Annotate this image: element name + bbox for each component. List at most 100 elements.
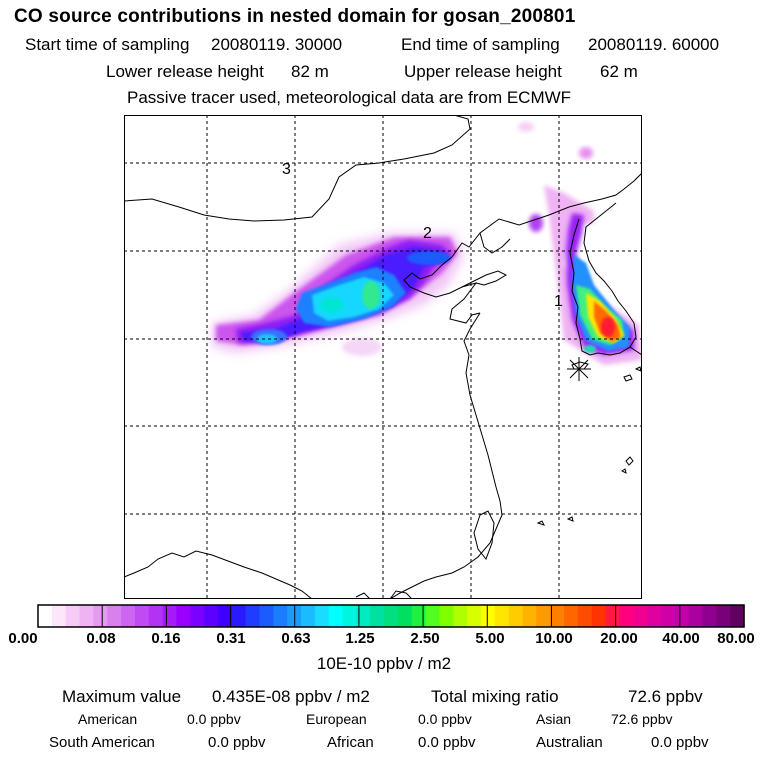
islet-6 bbox=[566, 516, 574, 522]
max-value: 0.435E-08 ppbv / m2 bbox=[212, 687, 370, 706]
asterisk-icon bbox=[567, 357, 591, 381]
island-hainan bbox=[389, 590, 413, 599]
total-mixing-label: Total mixing ratio bbox=[431, 687, 559, 706]
grid-lines bbox=[124, 115, 642, 599]
african-label: African bbox=[327, 734, 374, 751]
colorbar-swatch bbox=[411, 605, 427, 627]
colorbar-swatch bbox=[370, 605, 385, 627]
colorbar-label-5: 1.25 bbox=[345, 630, 375, 647]
colorbar-swatch bbox=[259, 605, 274, 627]
colorbar-label-2: 0.16 bbox=[151, 630, 181, 647]
upper-height-value: 62 m bbox=[600, 62, 638, 81]
colorbar-label-1: 0.08 bbox=[86, 630, 116, 647]
colorbar-swatch bbox=[550, 605, 565, 627]
colorbar-swatch bbox=[79, 605, 94, 627]
colorbar-swatch bbox=[564, 605, 579, 627]
colorbar-swatch bbox=[273, 605, 288, 627]
lower-height-value: 82 m bbox=[291, 62, 329, 81]
african-value: 0.0 ppbv bbox=[418, 734, 476, 751]
tracer-note: Passive tracer used, meteorological data… bbox=[127, 88, 572, 107]
colorbar-swatch bbox=[522, 605, 537, 627]
american-label: American bbox=[78, 711, 138, 727]
colorbar-swatch bbox=[356, 605, 371, 627]
colorbar-swatch bbox=[38, 605, 53, 627]
european-label: European bbox=[306, 711, 367, 727]
australian-value: 0.0 ppbv bbox=[651, 734, 709, 751]
colorbar-swatch bbox=[730, 605, 745, 627]
colorbar-label-8: 10.00 bbox=[535, 630, 573, 647]
total-mixing-value: 72.6 ppbv bbox=[628, 687, 703, 706]
american-value: 0.0 ppbv bbox=[187, 711, 241, 727]
colorbar-swatch bbox=[480, 605, 496, 627]
colorbar-swatch bbox=[605, 605, 621, 627]
border-mongolia bbox=[124, 115, 471, 222]
coast-korea-east bbox=[568, 172, 642, 208]
colorbar-swatch bbox=[231, 605, 247, 627]
colorbar-swatch bbox=[93, 605, 108, 627]
colorbar-swatch bbox=[134, 605, 150, 627]
colorbar-swatch bbox=[716, 605, 731, 627]
colorbar-swatch bbox=[51, 605, 67, 627]
colorbar-swatch bbox=[633, 605, 648, 627]
colorbar-swatch bbox=[467, 605, 482, 627]
colorbar-swatch bbox=[674, 605, 690, 627]
islet-5 bbox=[536, 520, 545, 526]
map-frame bbox=[124, 115, 642, 599]
coast-liaodong bbox=[479, 232, 511, 254]
colorbar-swatch bbox=[647, 605, 662, 627]
south-american-value: 0.0 ppbv bbox=[208, 734, 266, 751]
colorbar-swatch bbox=[397, 605, 413, 627]
asian-label: Asian bbox=[536, 711, 572, 727]
coast-shandong bbox=[461, 270, 508, 288]
south-american-label: South American bbox=[49, 734, 155, 751]
start-time-value: 20080119. 30000 bbox=[211, 35, 343, 54]
coastlines bbox=[124, 115, 642, 599]
coast-korea-west bbox=[569, 218, 599, 356]
plume-korea bbox=[518, 122, 642, 365]
border-korea bbox=[451, 206, 570, 258]
colorbar-swatch bbox=[494, 605, 510, 627]
colorbar-swatch bbox=[591, 605, 607, 627]
colorbar-swatch bbox=[425, 605, 441, 627]
coast-korea-south bbox=[583, 202, 637, 356]
colorbar-swatch bbox=[245, 605, 261, 627]
colorbar-swatch bbox=[619, 605, 634, 627]
islet-2 bbox=[634, 366, 642, 372]
island-taiwan bbox=[473, 510, 495, 560]
start-time-label: Start time of sampling bbox=[25, 35, 190, 54]
end-time-value: 20080119. 60000 bbox=[588, 35, 720, 54]
colorbar-swatch bbox=[439, 605, 454, 627]
colorbar-swatch bbox=[314, 605, 330, 627]
european-value: 0.0 ppbv bbox=[418, 711, 472, 727]
map-panel: 1 2 3 bbox=[124, 115, 642, 599]
colorbar-swatch bbox=[121, 605, 136, 627]
colorbar-swatch bbox=[107, 605, 122, 627]
colorbar-label-11: 80.00 bbox=[717, 630, 755, 647]
colorbar bbox=[37, 604, 745, 628]
region-label-1: 1 bbox=[554, 293, 563, 310]
upper-height-label: Upper release height bbox=[404, 62, 562, 81]
border-vietnam bbox=[124, 550, 313, 599]
coast-bohai bbox=[403, 256, 481, 324]
coast-china bbox=[389, 312, 503, 599]
end-time-label: End time of sampling bbox=[401, 35, 560, 54]
max-value-label: Maximum value bbox=[62, 687, 182, 706]
islet-7 bbox=[355, 592, 371, 599]
colorbar-swatch bbox=[453, 605, 468, 627]
asian-value: 72.6 ppbv bbox=[611, 711, 673, 727]
islet-1 bbox=[623, 374, 633, 382]
colorbar-label-9: 20.00 bbox=[600, 630, 638, 647]
islet-3 bbox=[625, 456, 634, 466]
colorbar-swatch bbox=[65, 605, 81, 627]
colorbar-swatch bbox=[176, 605, 191, 627]
colorbar-label-6: 2.50 bbox=[410, 630, 440, 647]
colorbar-frame bbox=[37, 604, 745, 628]
coast-japan bbox=[629, 346, 642, 356]
colorbar-swatch bbox=[660, 605, 676, 627]
colorbar-swatch bbox=[162, 605, 178, 627]
colorbar-swatch bbox=[301, 605, 316, 627]
australian-label: Australian bbox=[536, 734, 603, 751]
figure-title: CO source contributions in nested domain… bbox=[14, 6, 576, 27]
colorbar-units: 10E-10 ppbv / m2 bbox=[316, 654, 452, 673]
plume-china bbox=[212, 233, 464, 356]
